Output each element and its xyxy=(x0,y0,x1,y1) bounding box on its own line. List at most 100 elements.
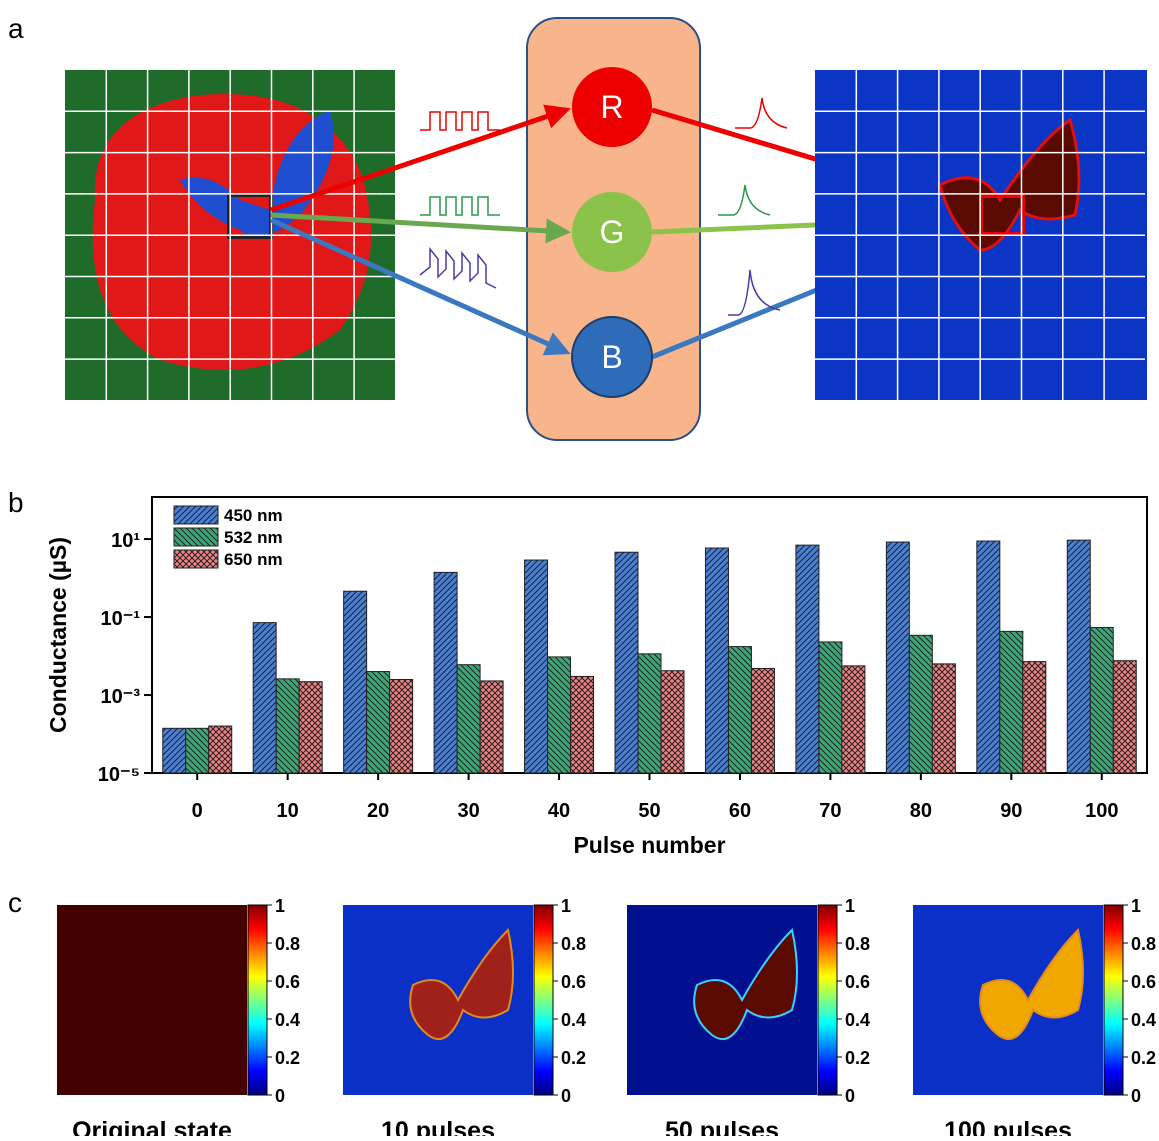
colorbar-tick-label: 0.2 xyxy=(845,1048,870,1068)
node-label: G xyxy=(600,214,625,250)
bar xyxy=(390,680,413,773)
bar xyxy=(751,668,774,773)
y-axis-label: Conductance (µS) xyxy=(45,537,71,733)
colorbar-tick-label: 0.6 xyxy=(845,972,870,992)
x-tick-label: 100 xyxy=(1085,800,1118,822)
bar xyxy=(796,545,819,773)
colorbar-tick-label: 0.6 xyxy=(275,972,300,992)
colorbar-tick-label: 0 xyxy=(561,1086,571,1106)
bar xyxy=(638,654,661,773)
bar xyxy=(661,671,684,773)
x-tick-label: 20 xyxy=(367,800,389,822)
colorbar-tick-label: 0 xyxy=(845,1086,855,1106)
colorbar-tick-label: 0 xyxy=(275,1086,285,1106)
colorbar-tick-label: 0.4 xyxy=(275,1010,300,1030)
x-tick-label: 70 xyxy=(819,800,841,822)
legend-swatch xyxy=(174,506,218,524)
pulse-train xyxy=(420,249,496,288)
colorbar-tick-label: 0.6 xyxy=(1131,972,1156,992)
colorbar-tick-label: 0.2 xyxy=(561,1048,586,1068)
x-tick-label: 30 xyxy=(457,800,479,822)
legend-label: 450 nm xyxy=(224,506,283,525)
colorbar xyxy=(1104,905,1123,1095)
heatmap xyxy=(57,905,247,1095)
node-label: R xyxy=(600,89,623,125)
response xyxy=(728,270,780,315)
bar xyxy=(1067,540,1090,773)
pulse-train xyxy=(420,112,500,130)
bar xyxy=(276,679,299,773)
colorbar-tick-label: 0.2 xyxy=(275,1048,300,1068)
x-axis-label: Pulse number xyxy=(573,832,725,858)
heatmap-title: 10 pulses xyxy=(381,1117,495,1136)
pulse-train xyxy=(420,197,500,215)
bar xyxy=(186,728,209,773)
bar xyxy=(728,647,751,773)
colorbar-tick-label: 1 xyxy=(275,896,285,916)
bar xyxy=(842,666,865,773)
response xyxy=(735,98,787,128)
bar xyxy=(253,623,276,773)
y-tick-label: 10⁻³ xyxy=(101,686,141,708)
colorbar xyxy=(818,905,837,1095)
x-tick-label: 90 xyxy=(1000,800,1022,822)
bar xyxy=(434,572,457,773)
x-tick-label: 0 xyxy=(192,800,203,822)
bar xyxy=(977,541,1000,773)
legend-swatch xyxy=(174,550,218,568)
colorbar-tick-label: 0.8 xyxy=(275,934,300,954)
y-tick-label: 10¹ xyxy=(111,530,140,552)
bar xyxy=(548,657,571,773)
bar xyxy=(367,672,390,773)
bar xyxy=(819,642,842,773)
bar xyxy=(705,548,728,773)
bar xyxy=(886,542,909,773)
bar xyxy=(932,664,955,773)
bar xyxy=(344,591,367,773)
bar xyxy=(615,552,638,773)
bar xyxy=(525,560,548,773)
bar xyxy=(1113,661,1136,773)
legend-label: 532 nm xyxy=(224,528,283,547)
colorbar-tick-label: 0.6 xyxy=(561,972,586,992)
x-tick-label: 60 xyxy=(729,800,751,822)
colorbar-tick-label: 0.4 xyxy=(845,1010,870,1030)
colorbar-tick-label: 0.8 xyxy=(1131,934,1156,954)
bar xyxy=(909,635,932,773)
panel-label: a xyxy=(8,13,24,44)
colorbar-tick-label: 0.8 xyxy=(561,934,586,954)
colorbar xyxy=(534,905,553,1095)
bar xyxy=(209,726,232,773)
panel-label: b xyxy=(8,487,24,518)
y-tick-label: 10⁻¹ xyxy=(101,608,141,630)
legend-label: 650 nm xyxy=(224,550,283,569)
heatmap-title: Original state xyxy=(72,1117,232,1136)
bar xyxy=(1090,627,1113,773)
colorbar-tick-label: 1 xyxy=(1131,896,1141,916)
heatmap-title: 100 pulses xyxy=(944,1117,1072,1136)
bar xyxy=(480,681,503,773)
bar xyxy=(457,665,480,773)
bar xyxy=(571,676,594,773)
legend-swatch xyxy=(174,528,218,546)
x-tick-label: 40 xyxy=(548,800,570,822)
colorbar-tick-label: 0.2 xyxy=(1131,1048,1156,1068)
colorbar-tick-label: 0 xyxy=(1131,1086,1141,1106)
colorbar xyxy=(248,905,267,1095)
colorbar-tick-label: 1 xyxy=(561,896,571,916)
node-label: B xyxy=(601,339,622,375)
colorbar-tick-label: 0.4 xyxy=(1131,1010,1156,1030)
y-tick-label: 10⁻⁵ xyxy=(98,764,140,786)
panel-label: c xyxy=(8,887,22,918)
colorbar-tick-label: 0.4 xyxy=(561,1010,586,1030)
bar xyxy=(299,682,322,773)
bar xyxy=(1000,631,1023,773)
x-tick-label: 10 xyxy=(277,800,299,822)
response xyxy=(718,185,770,215)
x-tick-label: 80 xyxy=(910,800,932,822)
colorbar-tick-label: 0.8 xyxy=(845,934,870,954)
heatmap-title: 50 pulses xyxy=(665,1117,779,1136)
x-tick-label: 50 xyxy=(638,800,660,822)
bar xyxy=(163,728,186,773)
figure: a b c R G B 10⁻⁵10⁻³10⁻¹10¹0102030405060… xyxy=(0,0,1159,1136)
